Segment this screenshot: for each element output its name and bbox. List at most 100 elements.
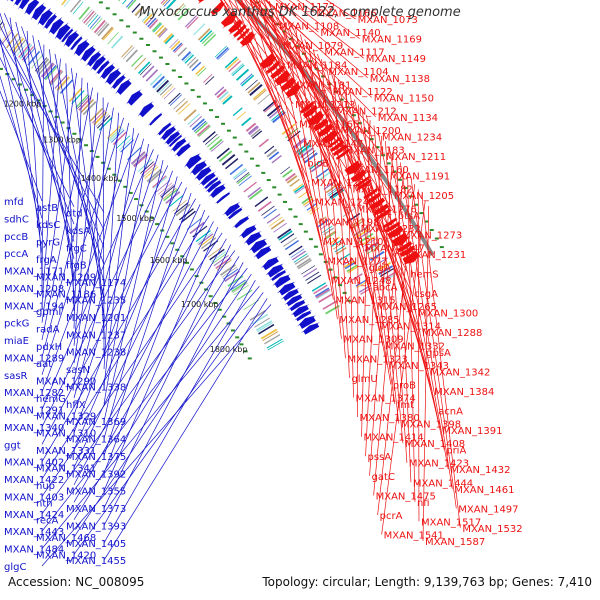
gc-content-bar — [342, 258, 354, 266]
scale-tick — [282, 30, 287, 33]
outer-feature-bar — [50, 70, 64, 86]
gc-content-bar — [236, 111, 246, 120]
outer-feature-bar — [192, 225, 208, 238]
gc-content-bar — [245, 122, 257, 132]
reverse-cog-bar — [149, 73, 163, 86]
reverse-cds-arrow — [42, 12, 57, 30]
forward-cog-bar — [230, 63, 244, 76]
reverse-cog-bar — [280, 233, 295, 244]
gene-label: MXAN_1122 — [332, 87, 392, 98]
reverse-cog-bar — [238, 175, 252, 187]
outer-feature-bar — [89, 107, 104, 122]
forward-cds-arrow — [402, 250, 422, 265]
scale-tick — [11, 78, 16, 81]
outer-feature-bar — [18, 43, 31, 58]
forward-cog-bar — [165, 0, 177, 10]
reverse-cds-arrow — [287, 298, 307, 312]
leader-line — [240, 0, 335, 111]
reverse-cds-arrow — [170, 136, 187, 152]
reverse-cog-bar — [237, 173, 251, 185]
outer-feature-bar — [172, 199, 187, 212]
forward-cog-bar — [376, 261, 392, 272]
reverse-cog-bar — [78, 6, 91, 20]
reverse-cds-arrow — [208, 183, 226, 199]
gc-content-bar — [280, 166, 291, 175]
reverse-cds-arrow — [293, 309, 313, 322]
gc-content-bar — [164, 34, 175, 45]
leader-line — [252, 0, 397, 215]
leader-line — [73, 292, 264, 555]
leader-line — [258, 0, 326, 261]
outer-feature-bar — [0, 28, 12, 44]
outer-feature-bar — [267, 340, 284, 351]
gc-content-bar — [177, 47, 188, 57]
reverse-cog-bar — [169, 94, 183, 106]
leader-line — [103, 262, 244, 526]
reverse-cog-bar — [163, 87, 176, 100]
scale-tick — [288, 208, 293, 211]
reverse-cog-bar — [293, 253, 308, 263]
outer-feature-bar — [215, 257, 231, 270]
outer-feature-bar — [249, 309, 266, 321]
forward-cog-bar — [240, 73, 253, 85]
gc-content-bar — [319, 222, 331, 230]
gc-content-bar — [216, 88, 227, 99]
gene-label: MXAN_1541 — [384, 530, 444, 541]
forward-cog-bar — [193, 23, 206, 36]
gene-label: csgA — [414, 289, 438, 300]
outer-feature-bar — [203, 240, 219, 252]
outer-feature-bar — [257, 322, 273, 333]
forward-cds-arrow — [274, 70, 292, 87]
leader-line — [41, 286, 260, 549]
leader-line — [41, 133, 140, 393]
forward-cog-bar — [373, 257, 389, 267]
reverse-cds-arrow — [99, 62, 116, 80]
scale-tick — [170, 242, 175, 245]
outer-feature-bar — [230, 279, 246, 291]
leader-line — [321, 59, 346, 359]
gc-content-bar — [222, 95, 233, 105]
forward-cog-bar — [160, 0, 166, 5]
gene-label: recA — [36, 516, 59, 527]
scale-tick — [209, 109, 214, 112]
leader-line — [250, 0, 393, 196]
forward-cds-arrow — [302, 104, 320, 120]
gene-label: gpmI — [36, 307, 61, 318]
leader-line — [229, 0, 286, 65]
outer-feature-bar — [141, 162, 156, 176]
outer-feature-bar — [158, 182, 173, 195]
outer-feature-bar — [260, 328, 278, 340]
scale-tick — [185, 261, 190, 264]
gc-content-bar — [271, 154, 282, 164]
leader-line — [103, 128, 135, 387]
gene-label: MXAN_1272 — [327, 256, 387, 267]
scale-tick — [375, 146, 380, 149]
reverse-cds-arrow — [198, 171, 216, 186]
outer-feature-bar — [75, 93, 89, 109]
leader-line — [341, 84, 433, 392]
forward-cds-arrow — [280, 77, 298, 93]
scale-tick — [24, 88, 29, 91]
leader-line — [41, 58, 61, 306]
gene-label: MXAN_1289 — [4, 353, 64, 364]
scale-tick — [184, 82, 189, 85]
reverse-cds-arrow — [300, 322, 321, 335]
forward-cog-bar — [257, 93, 271, 105]
scale-tick — [347, 299, 352, 302]
scale-tick — [429, 229, 434, 232]
leader-line — [54, 53, 105, 300]
leader-line — [73, 238, 227, 503]
forward-cog-bar — [199, 30, 213, 43]
leader-line — [305, 0, 360, 39]
forward-cog-bar — [232, 64, 245, 77]
scale-tick — [386, 162, 391, 165]
reverse-cog-bar — [294, 255, 309, 265]
gene-label: MXAN_1165 — [299, 119, 359, 130]
gene-label: MXAN_1291 — [4, 406, 64, 417]
forward-cog-bar — [317, 170, 332, 182]
gene-label: MXAN_1424 — [4, 510, 64, 521]
reverse-cog-bar — [232, 167, 247, 179]
gc-content-bar — [153, 23, 163, 33]
gene-label: MXAN_1234 — [382, 132, 442, 143]
outer-feature-bar — [68, 87, 83, 103]
